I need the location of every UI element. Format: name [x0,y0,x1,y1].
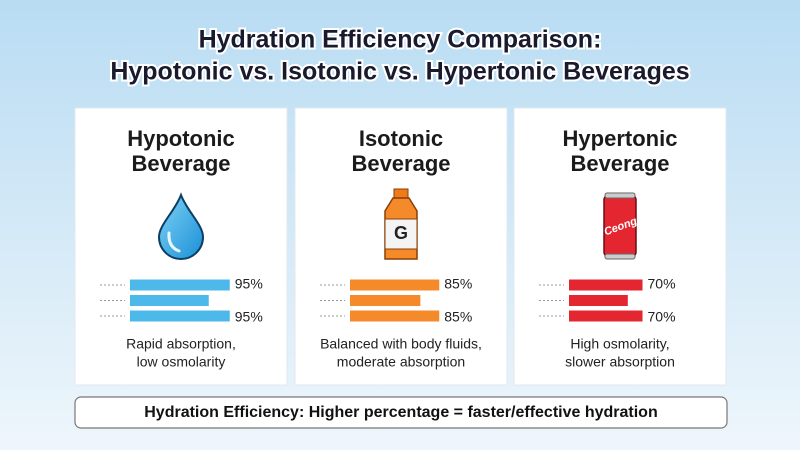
drop-shine [167,231,181,253]
bar [130,310,230,322]
card-heading: Beverage [351,151,450,176]
bar [130,295,209,306]
card-description: High osmolarity, [570,336,669,352]
card-heading: Hypertonic [563,126,678,151]
bottle-label: G [394,223,408,243]
can-bottom [604,253,636,260]
bar-label: 95% [235,309,263,325]
title-line: Hydration Efficiency Comparison: [199,26,602,54]
bar [569,295,628,306]
card-heading: Beverage [570,151,669,176]
card-heading: Isotonic [359,126,443,151]
bar [130,279,230,291]
bar-label: 70% [648,309,676,325]
footer-text: Hydration Efficiency: Higher percentage … [144,404,657,421]
card-description: moderate absorption [337,354,465,370]
card-heading: Hypotonic [127,126,235,151]
card-description: Balanced with body fluids, [320,336,482,352]
card-description: slower absorption [565,354,675,370]
bottle-cap [393,188,409,199]
can-top [604,192,636,199]
bar [350,310,440,322]
bar-label: 85% [444,276,472,292]
title-line: Hypotonic vs. Isotonic vs. Hypertonic Be… [110,58,689,86]
bar [350,295,421,306]
bar [569,279,643,291]
bar-label: 85% [444,309,472,325]
card-heading: Beverage [131,151,230,176]
bottle-label-bg [384,218,418,250]
bar [350,279,440,291]
bar-label: 95% [235,276,263,292]
bar-label: 70% [648,276,676,292]
card-description: Rapid absorption, [126,336,236,352]
footer-box [74,396,728,429]
bar [569,310,643,322]
card-description: low osmolarity [137,354,226,370]
